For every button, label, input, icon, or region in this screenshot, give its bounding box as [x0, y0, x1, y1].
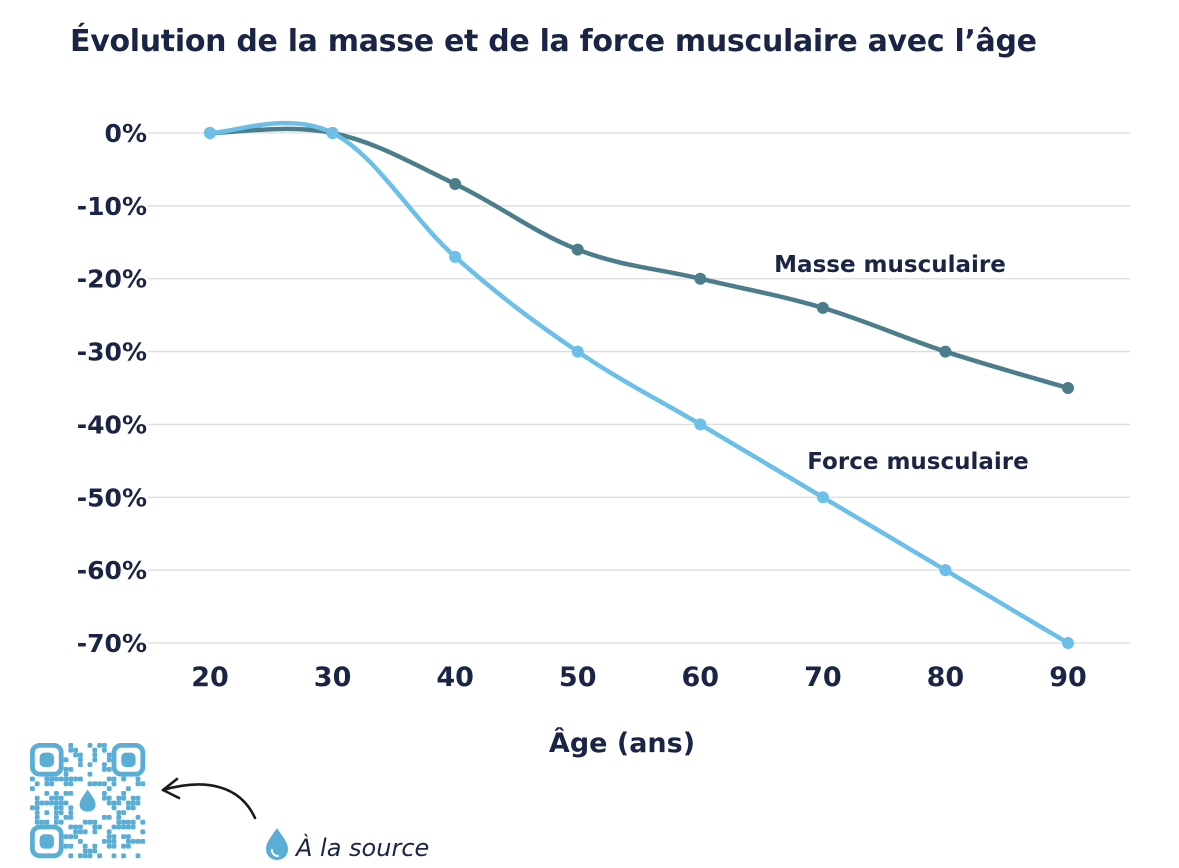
x-axis-label: Âge (ans): [549, 727, 695, 759]
series-line-force-musculaire: [207, 120, 1071, 646]
data-point-force-musculaire: [326, 127, 339, 139]
x-tick-label: 90: [1049, 662, 1087, 693]
data-point-force-musculaire: [204, 127, 216, 139]
y-tick-label: -50%: [77, 483, 147, 512]
chart-gridlines: [148, 132, 1130, 644]
data-point-masse-musculaire: [694, 272, 707, 285]
x-tick-label: 30: [314, 662, 352, 693]
y-tick-label: -40%: [77, 410, 147, 439]
source-link-text[interactable]: À la source: [294, 833, 429, 862]
water-drop-icon: [266, 828, 288, 860]
y-tick-label: -70%: [77, 629, 147, 658]
y-tick-label: -30%: [77, 338, 147, 367]
data-point-masse-musculaire: [449, 178, 462, 190]
chart-title: Évolution de la masse et de la force mus…: [70, 24, 1037, 59]
data-point-force-musculaire: [1062, 637, 1074, 649]
curved-arrow-icon: [161, 777, 257, 820]
y-tick-label: 0%: [105, 119, 147, 148]
qr-code-icon[interactable]: [30, 743, 146, 859]
data-point-masse-musculaire: [816, 301, 829, 314]
data-point-force-musculaire: [694, 418, 707, 431]
x-tick-label: 80: [927, 662, 965, 693]
x-axis-ticks: 20 30 40 50 60 70 80 90: [191, 662, 1087, 693]
series-label-masse: Masse musculaire: [774, 252, 1006, 278]
data-point-force-musculaire: [571, 345, 584, 358]
x-tick-label: 60: [681, 662, 719, 693]
data-point-masse-musculaire: [571, 243, 584, 256]
data-point-masse-musculaire: [1062, 382, 1074, 394]
y-tick-label: -20%: [77, 265, 147, 294]
series-line-masse-musculaire: [207, 126, 1071, 391]
chart-series: [207, 120, 1071, 646]
x-tick-label: 20: [191, 662, 229, 693]
data-point-masse-musculaire: [939, 345, 952, 358]
y-tick-label: -10%: [77, 192, 147, 221]
x-tick-label: 70: [804, 662, 842, 693]
data-point-force-musculaire: [816, 491, 829, 504]
series-label-force: Force musculaire: [807, 449, 1028, 475]
data-point-force-musculaire: [939, 564, 952, 577]
data-point-force-musculaire: [449, 250, 462, 263]
y-tick-label: -60%: [77, 556, 147, 585]
x-tick-label: 40: [436, 662, 474, 693]
y-axis-ticks: 0% -10% -20% -30% -40% -50% -60% -70%: [77, 119, 147, 658]
chart-points: [204, 127, 1074, 649]
x-tick-label: 50: [559, 662, 597, 693]
